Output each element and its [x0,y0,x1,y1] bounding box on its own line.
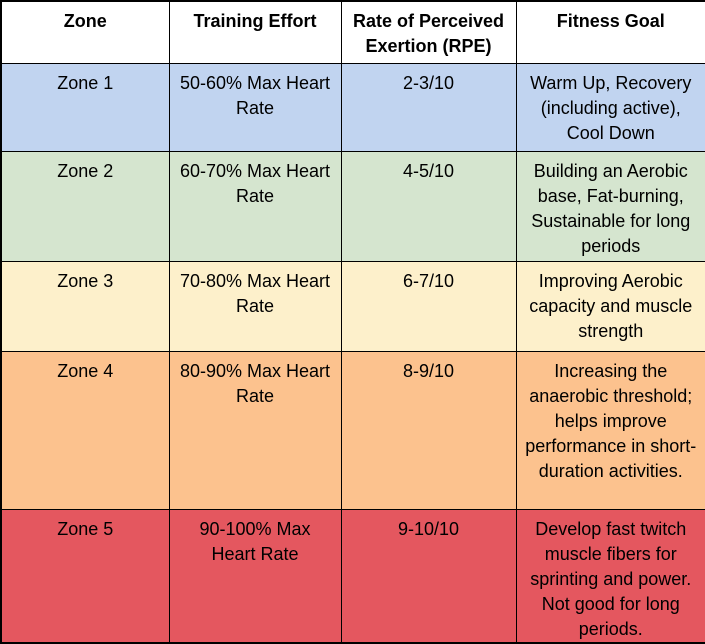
column-header-fitness-goal: Fitness Goal [515,0,705,64]
cell-training-effort: 60-70% Max Heart Rate [168,150,342,262]
cell-training-effort: 50-60% Max Heart Rate [168,62,342,152]
cell-rpe: 9-10/10 [340,508,517,643]
table-row-zone-5: Zone 5 90-100% Max Heart Rate 9-10/10 De… [0,508,705,643]
cell-fitness-goal: Increasing the anaerobic threshold; help… [515,350,705,510]
cell-rpe: 8-9/10 [340,350,517,510]
cell-training-effort: 80-90% Max Heart Rate [168,350,342,510]
cell-training-effort: 70-80% Max Heart Rate [168,260,342,352]
cell-fitness-goal: Improving Aerobic capacity and muscle st… [515,260,705,352]
column-header-rpe: Rate of Perceived Exertion (RPE) [340,0,517,64]
column-header-training-effort: Training Effort [168,0,342,64]
cell-rpe: 4-5/10 [340,150,517,262]
column-header-zone: Zone [0,0,170,64]
table-row-zone-1: Zone 1 50-60% Max Heart Rate 2-3/10 Warm… [0,62,705,152]
table-row-zone-3: Zone 3 70-80% Max Heart Rate 6-7/10 Impr… [0,260,705,352]
cell-fitness-goal: Develop fast twitch muscle fibers for sp… [515,508,705,643]
table-header-row: Zone Training Effort Rate of Perceived E… [0,0,705,64]
cell-fitness-goal: Warm Up, Recovery (including active), Co… [515,62,705,152]
cell-rpe: 2-3/10 [340,62,517,152]
table-row-zone-2: Zone 2 60-70% Max Heart Rate 4-5/10 Buil… [0,150,705,262]
cell-fitness-goal: Building an Aerobic base, Fat-burning, S… [515,150,705,262]
cell-zone: Zone 2 [0,150,170,262]
cell-zone: Zone 1 [0,62,170,152]
cell-zone: Zone 4 [0,350,170,510]
cell-rpe: 6-7/10 [340,260,517,352]
cell-zone: Zone 5 [0,508,170,643]
cell-training-effort: 90-100% Max Heart Rate [168,508,342,643]
table-row-zone-4: Zone 4 80-90% Max Heart Rate 8-9/10 Incr… [0,350,705,510]
cell-zone: Zone 3 [0,260,170,352]
